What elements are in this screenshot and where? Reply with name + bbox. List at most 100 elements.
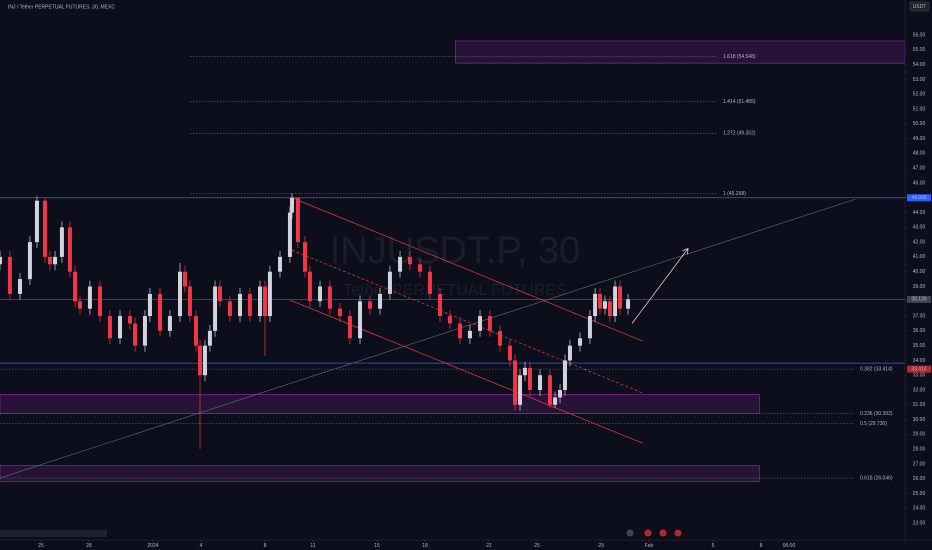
y-tick-label: 47.00 — [913, 165, 926, 171]
candle-body — [407, 256, 412, 265]
fib-label: 1.414 (51.485) — [723, 99, 756, 105]
zone — [455, 40, 906, 64]
candle-body — [178, 271, 183, 317]
candle-body — [127, 316, 132, 324]
y-tick-label: 55.00 — [913, 47, 926, 53]
candle-body — [133, 323, 138, 346]
candle-body — [387, 271, 392, 294]
candle-body — [258, 286, 263, 317]
y-tick-label: 32.00 — [913, 387, 926, 393]
y-tick-label: 54.00 — [913, 62, 926, 68]
candle-body — [398, 256, 403, 272]
fib-label: 0.618 (26.046) — [860, 475, 893, 481]
currency-button[interactable] — [909, 1, 930, 12]
y-tick-label: 27.00 — [913, 461, 926, 467]
candle-body — [73, 271, 78, 302]
candle-body — [626, 299, 631, 309]
event-icon[interactable] — [626, 529, 634, 537]
price-label: 38.126 — [911, 297, 927, 303]
event-icon[interactable] — [644, 529, 652, 537]
fib-label: 0.5 (29.730) — [860, 421, 887, 427]
candle-body — [295, 197, 300, 243]
y-tick-label: 41.00 — [913, 254, 926, 260]
candle-body — [478, 316, 483, 331]
x-tick-label: 2024 — [147, 543, 158, 549]
candle-body — [378, 293, 383, 309]
y-tick-label: 39.00 — [913, 284, 926, 290]
y-tick-label: 23.00 — [913, 520, 926, 526]
trend-line — [0, 198, 856, 479]
trend-line — [291, 197, 643, 342]
candle-body — [42, 200, 47, 257]
candle-body — [607, 301, 612, 317]
candle-body — [558, 390, 563, 398]
candle-body — [107, 316, 112, 339]
y-tick-label: 35.00 — [913, 343, 926, 349]
chart-title: INJ / Tether PERPETUAL FUTURES, 30, MEXC — [8, 4, 115, 10]
fib-label: 0.382 (33.414) — [860, 366, 893, 372]
x-tick-label: 11 — [310, 543, 315, 549]
x-tick-label: 8 — [760, 543, 763, 549]
fib-label: 1.272 (49.352) — [723, 131, 756, 137]
candle-body — [213, 286, 218, 331]
x-tick-label: 29 — [598, 543, 604, 549]
plot-area: INJUSDT.P, 30 Tether PERPETUAL FUTURES 1.6… — [0, 40, 906, 483]
candle-body — [467, 330, 472, 339]
candle-body — [187, 286, 192, 317]
event-icon[interactable] — [674, 529, 682, 537]
x-tick-label: 18 — [422, 543, 428, 549]
candle-body — [593, 293, 598, 317]
bottom-toolbar — [0, 530, 107, 537]
candle-body — [267, 271, 272, 317]
y-tick-label: 28.00 — [913, 447, 926, 453]
candle-body — [247, 293, 252, 317]
candle-body — [167, 316, 172, 331]
candle-body — [194, 316, 199, 346]
candle-body — [307, 271, 312, 302]
x-tick-label: 28 — [86, 543, 92, 549]
y-tick-label: 51.00 — [913, 106, 926, 112]
candle-body — [207, 330, 212, 346]
x-tick-label: 8 — [264, 543, 267, 549]
fib-label: 0.236 (30.392) — [860, 411, 893, 417]
x-tick-label: Feb — [645, 543, 654, 549]
candle-body — [513, 360, 518, 405]
x-tick-label: 15 — [374, 543, 380, 549]
candle-body — [567, 345, 572, 361]
candle-body — [598, 293, 603, 309]
y-tick-label: 52.00 — [913, 92, 926, 98]
candle-body — [18, 279, 23, 294]
x-tick-label: 25 — [38, 543, 44, 549]
x-tick-label: 06:00 — [783, 543, 796, 549]
arrow-line — [631, 248, 689, 324]
candle-body — [278, 256, 283, 272]
event-icon[interactable] — [659, 529, 667, 537]
x-tick-label: 22 — [486, 543, 492, 549]
watermark: INJUSDT.P, 30 — [330, 230, 581, 272]
watermark-subtitle: Tether PERPETUAL FUTURES — [343, 282, 566, 299]
x-tick-label: 4 — [200, 543, 203, 549]
y-tick-label: 24.00 — [913, 506, 926, 512]
candle-body — [67, 227, 72, 272]
candle-body — [507, 345, 512, 361]
candle-body — [347, 316, 352, 339]
candle-body — [0, 256, 2, 265]
candle-body — [78, 301, 83, 309]
candle-body — [302, 242, 307, 272]
y-tick-label: 34.00 — [913, 358, 926, 364]
arrow-head — [682, 247, 689, 255]
y-tick-label: 53.00 — [913, 77, 926, 83]
candle-body — [547, 375, 552, 405]
y-tick-label: 31.00 — [913, 402, 926, 408]
candle-body — [7, 256, 12, 294]
candle-body — [587, 316, 592, 339]
y-tick-label: 25.00 — [913, 491, 926, 497]
price-label: 33.414 — [911, 366, 927, 372]
candle-body — [518, 375, 523, 405]
y-tick-label: 56.00 — [913, 32, 926, 38]
candle-body — [358, 301, 363, 339]
candle-body — [290, 197, 295, 213]
